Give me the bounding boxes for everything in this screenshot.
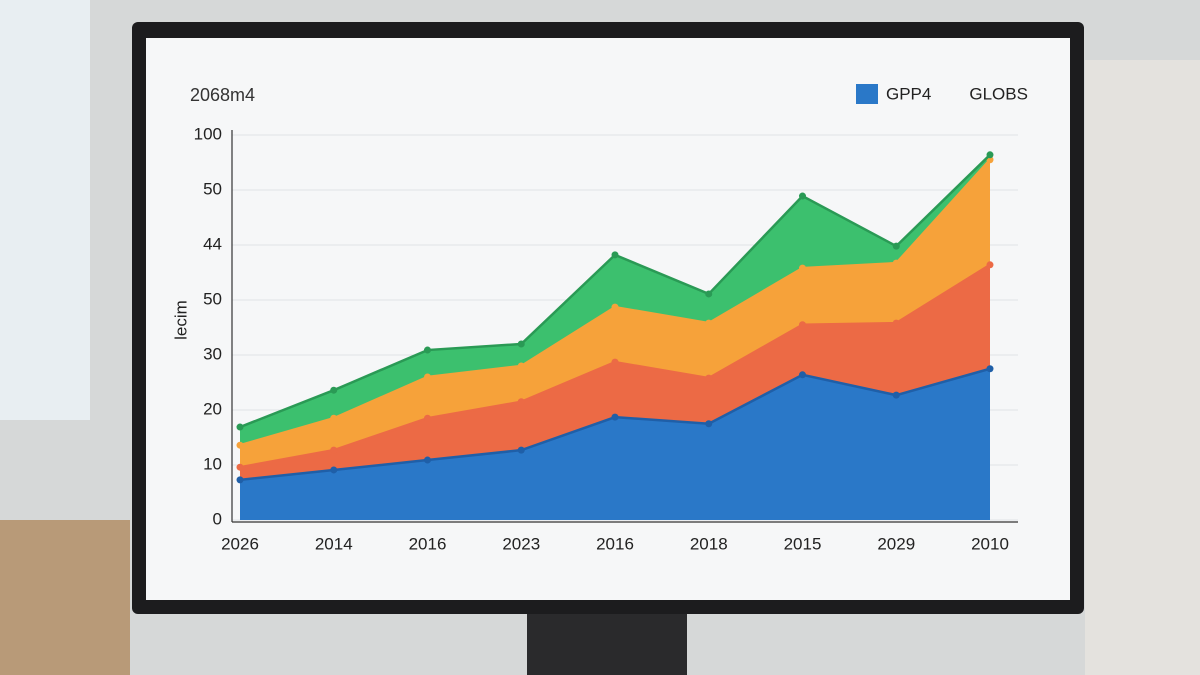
data-point [705, 420, 713, 428]
data-point [517, 362, 525, 370]
data-point [799, 264, 806, 272]
chart-title: 2068m4 [190, 85, 255, 105]
x-tick-label: 2026 [221, 534, 259, 553]
x-tick-label: 2016 [596, 534, 634, 553]
data-point [424, 346, 431, 354]
plot: 0 10 20 30 50 44 50 100 2026 2014 2016 2023 2016 2018… [194, 84, 1028, 553]
data-point [236, 463, 244, 471]
area-fill [240, 154, 990, 446]
data-point [799, 321, 806, 329]
y-tick-label: 50 [203, 289, 222, 308]
x-tick-label: 2015 [784, 534, 822, 553]
back-wall [1085, 60, 1200, 675]
y-tick-label: 44 [203, 234, 222, 253]
data-point [424, 414, 431, 422]
data-point [986, 151, 994, 159]
data-point [517, 398, 525, 406]
data-point [892, 259, 900, 267]
y-tick-label: 0 [213, 509, 222, 528]
data-point [611, 413, 619, 421]
data-point [892, 391, 900, 399]
data-point [236, 476, 244, 484]
y-tick-label: 20 [203, 399, 222, 418]
y-tick-label: 50 [203, 179, 222, 198]
data-point [330, 386, 338, 394]
x-tick-label: 2010 [971, 534, 1009, 553]
data-point [611, 303, 619, 311]
data-point [799, 371, 806, 379]
window [0, 0, 90, 420]
x-tick-label: 2023 [502, 534, 540, 553]
data-point [892, 319, 900, 327]
data-point [424, 373, 431, 381]
data-point [330, 446, 338, 454]
data-point [236, 441, 244, 449]
x-tick-label: 2016 [409, 534, 447, 553]
legend-label: GLOBS [969, 84, 1028, 103]
x-tick-label: 2018 [690, 534, 728, 553]
data-point [986, 365, 994, 373]
data-point [611, 358, 619, 366]
data-point [330, 466, 338, 474]
x-tick-label: 2014 [315, 534, 353, 553]
data-point [705, 290, 713, 298]
y-tick-label: 30 [203, 344, 222, 363]
data-point [517, 446, 525, 454]
y-axis-label: lecim [171, 300, 190, 340]
legend-swatch [856, 84, 878, 104]
data-point [424, 456, 431, 464]
data-point [330, 414, 338, 422]
area-fill [240, 368, 990, 520]
area-fill [240, 264, 990, 480]
y-tick-label: 100 [194, 124, 222, 143]
monitor-stand [527, 610, 687, 675]
y-tick-label: 10 [203, 454, 222, 473]
data-point [705, 319, 713, 327]
legend-label: GPP4 [886, 84, 931, 103]
data-point [799, 192, 806, 200]
data-point [611, 251, 619, 259]
data-point [236, 423, 244, 431]
data-point [705, 374, 713, 382]
data-point [892, 242, 900, 250]
data-point [986, 261, 994, 269]
x-tick-label: 2029 [877, 534, 915, 553]
area-fill [240, 159, 990, 468]
data-point [517, 340, 525, 348]
desk [0, 520, 130, 675]
